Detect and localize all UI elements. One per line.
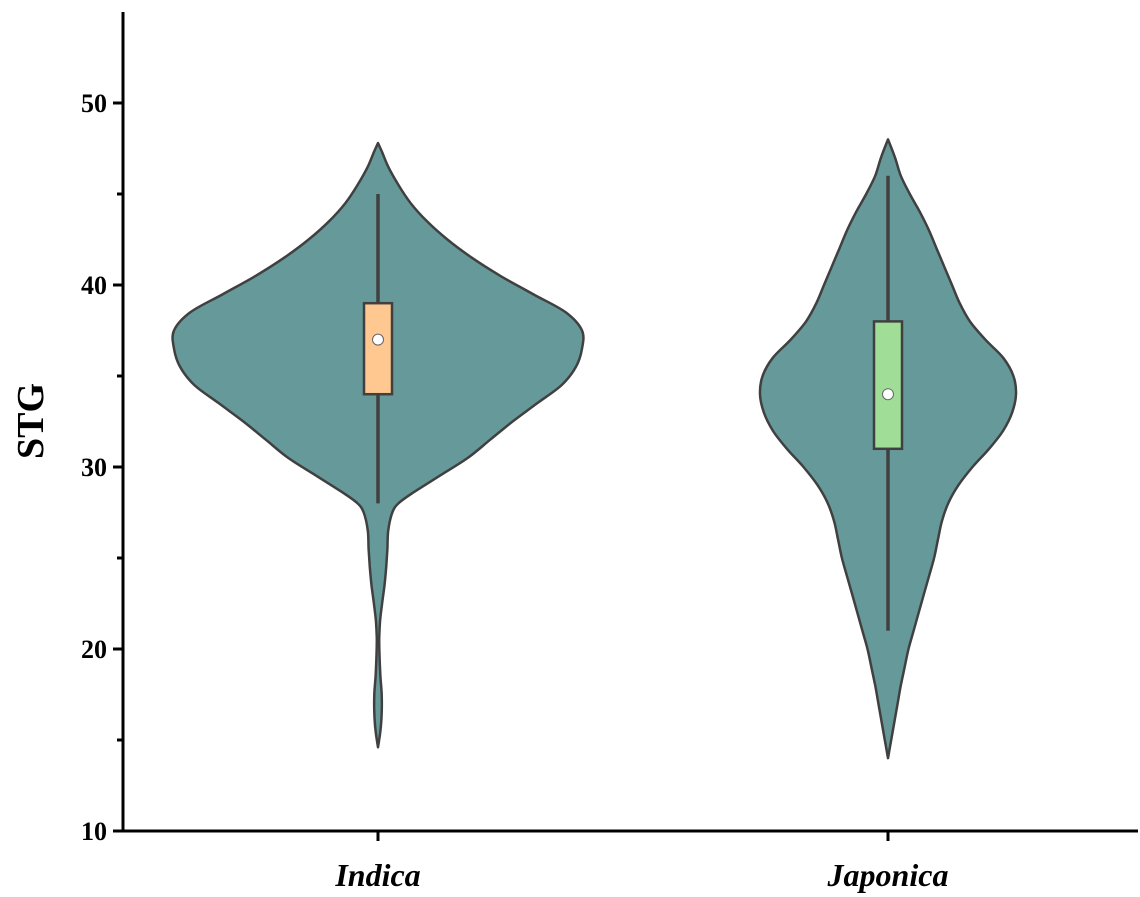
y-tick-label: 30 (81, 453, 107, 482)
boxes-group (362, 175, 904, 631)
y-axis-title: STG (10, 383, 52, 459)
box-indica (362, 301, 394, 396)
y-ticks-group: 10 20 30 40 50 (81, 89, 123, 846)
x-ticks-group: Indica Japonica (334, 831, 948, 893)
median-dot-indica (372, 333, 384, 346)
median-dot-japonica (882, 388, 894, 401)
x-category-label: Indica (334, 857, 420, 893)
y-tick-label: 50 (81, 89, 107, 118)
box-japonica (872, 320, 904, 451)
y-tick-label: 40 (81, 271, 107, 300)
axes-group (121, 12, 1138, 833)
x-category-label: Japonica (827, 857, 949, 893)
y-tick-label: 20 (81, 635, 107, 664)
y-tick-label: 10 (81, 817, 107, 846)
